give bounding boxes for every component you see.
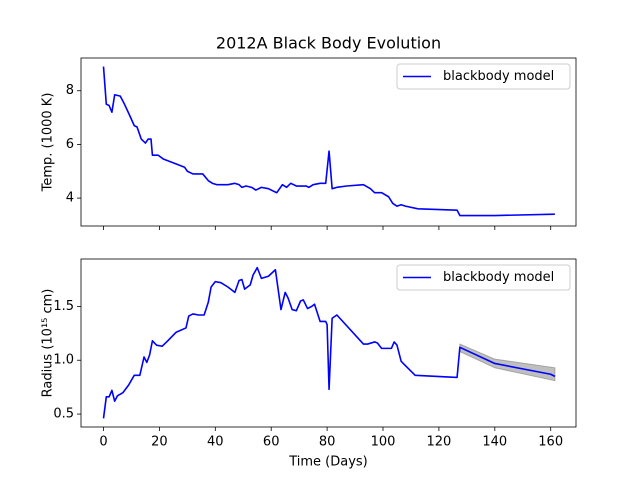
legend-label: blackbody model xyxy=(443,270,554,285)
legend-box xyxy=(396,264,571,291)
x-tick-label: 60 xyxy=(263,435,280,450)
y-tick-label: 6 xyxy=(66,137,74,152)
x-tick-label: 80 xyxy=(319,435,336,450)
legend: blackbody model xyxy=(396,63,571,90)
y-tick-label: 1.5 xyxy=(53,299,74,314)
y-tick-label: 0.5 xyxy=(53,407,74,422)
x-tick-label: 140 xyxy=(482,435,507,450)
legend-label: blackbody model xyxy=(443,69,554,84)
x-axis-label: Time (Days) xyxy=(288,455,368,470)
x-tick-label: 100 xyxy=(371,435,396,450)
legend-box xyxy=(396,63,571,90)
y-tick-label: 4 xyxy=(66,191,74,206)
x-tick-label: 20 xyxy=(151,435,168,450)
x-tick-label: 120 xyxy=(426,435,451,450)
y-axis-label: Temp. (1000 K) xyxy=(41,93,56,193)
data-line xyxy=(102,66,555,217)
legend: blackbody model xyxy=(396,264,571,291)
axes-frame xyxy=(80,57,577,227)
chart-title: 2012A Black Body Evolution xyxy=(216,34,441,53)
uncertainty-band xyxy=(459,343,556,382)
x-tick-label: 160 xyxy=(538,435,563,450)
x-tick-label: 40 xyxy=(207,435,224,450)
x-tick-label: 0 xyxy=(99,435,107,450)
y-tick-label: 1.0 xyxy=(53,353,74,368)
data-line xyxy=(102,266,556,419)
axes-frame xyxy=(80,258,577,428)
y-axis-label: Radius (10¹⁵ cm) xyxy=(41,289,56,398)
y-tick-label: 8 xyxy=(66,83,74,98)
